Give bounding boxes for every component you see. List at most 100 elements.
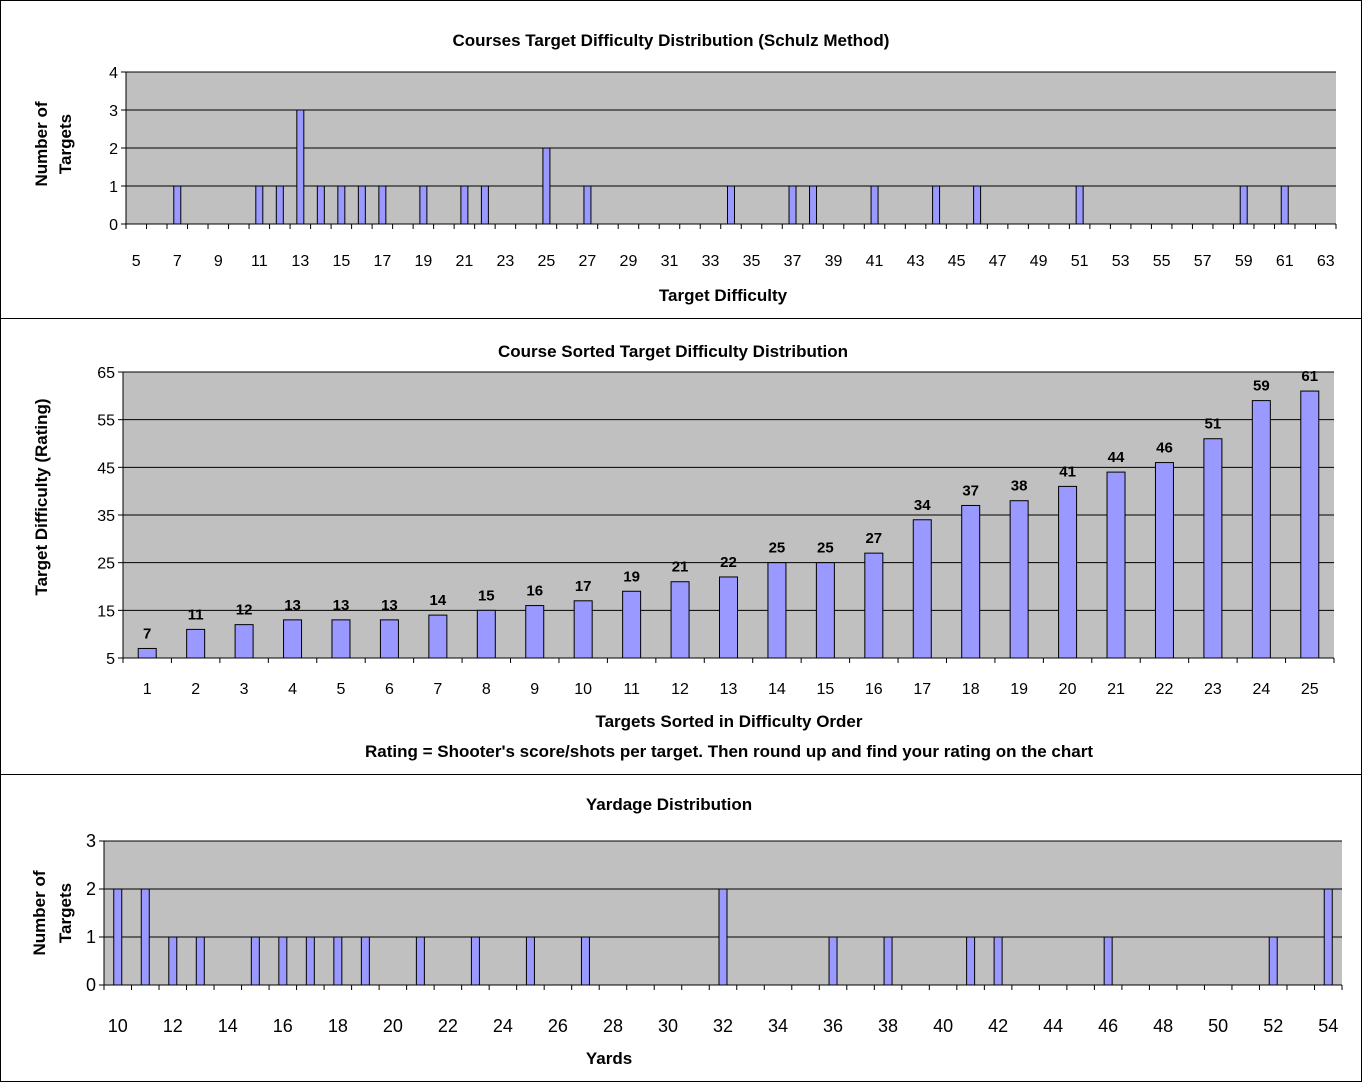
bar <box>357 185 366 225</box>
x-tick-label: 6 <box>385 681 394 698</box>
bar <box>296 109 305 225</box>
x-tick-label: 21 <box>1107 681 1125 698</box>
bar <box>278 936 288 986</box>
y-tick-label: 65 <box>97 365 115 382</box>
y-tick-label: 25 <box>97 556 115 573</box>
bar <box>727 185 735 225</box>
bar <box>883 936 893 986</box>
bar <box>173 185 182 225</box>
x-tick-label: 5 <box>132 253 141 270</box>
y-tick-label: 2 <box>86 879 96 899</box>
x-tick-label: 20 <box>383 1016 403 1036</box>
x-tick-label: 17 <box>913 681 931 698</box>
x-tick-label: 20 <box>1059 681 1077 698</box>
difficulty-distribution-chart: Courses Target Difficulty Distribution (… <box>32 31 1337 305</box>
x-tick-label: 42 <box>988 1016 1008 1036</box>
y-tick-label: 15 <box>97 603 115 620</box>
data-label: 44 <box>1108 449 1125 466</box>
chart-title: Course Sorted Target Difficulty Distribu… <box>498 342 848 361</box>
bar <box>1251 400 1271 659</box>
bar <box>912 519 932 659</box>
x-tick-label: 4 <box>288 681 297 698</box>
bar <box>275 185 284 225</box>
data-label: 27 <box>865 530 882 547</box>
x-tick-label: 29 <box>620 253 638 270</box>
bar <box>250 936 260 986</box>
x-tick-label: 11 <box>623 681 640 698</box>
data-label: 16 <box>526 583 543 600</box>
x-tick-label: 14 <box>768 681 786 698</box>
x-tick-label: 23 <box>497 253 515 270</box>
x-tick-label: 14 <box>218 1016 238 1036</box>
bar <box>932 185 941 225</box>
bar <box>1154 462 1174 659</box>
x-tick-label: 7 <box>173 253 182 270</box>
x-tick-label: 43 <box>907 253 925 270</box>
x-tick-label: 61 <box>1276 253 1294 270</box>
chart-title: Courses Target Difficulty Distribution (… <box>453 31 890 50</box>
x-tick-label: 19 <box>414 253 432 270</box>
bar <box>337 185 346 225</box>
bar <box>1280 185 1289 225</box>
x-tick-label: 13 <box>720 681 738 698</box>
data-label: 59 <box>1253 378 1270 395</box>
bar <box>195 936 205 986</box>
x-tick-label: 48 <box>1153 1016 1173 1036</box>
x-tick-label: 15 <box>332 253 350 270</box>
bar <box>788 185 797 225</box>
bar <box>415 936 425 986</box>
x-tick-label: 9 <box>214 253 223 270</box>
x-tick-label: 28 <box>603 1016 623 1036</box>
x-tick-label: 35 <box>743 253 761 270</box>
bar <box>428 614 448 659</box>
bar <box>961 504 981 659</box>
x-tick-label: 49 <box>1030 253 1048 270</box>
x-tick-label: 30 <box>658 1016 678 1036</box>
x-tick-label: 25 <box>1301 681 1319 698</box>
x-tick-label: 10 <box>574 681 592 698</box>
x-tick-label: 25 <box>538 253 556 270</box>
bar <box>815 562 835 659</box>
x-tick-label: 39 <box>825 253 843 270</box>
bar <box>525 936 535 986</box>
bar <box>809 185 818 225</box>
x-axis-title: Yards <box>586 1049 632 1068</box>
bar <box>993 936 1003 986</box>
x-tick-label: 52 <box>1263 1016 1283 1036</box>
sorted-difficulty-chart: Course Sorted Target Difficulty Distribu… <box>32 342 1335 761</box>
bar <box>316 185 325 225</box>
x-tick-label: 18 <box>962 681 980 698</box>
x-tick-label: 19 <box>1010 681 1028 698</box>
bar <box>333 936 343 986</box>
yardage-distribution-chart: Yardage Distribution Number of Targets Y… <box>30 795 1343 1068</box>
x-tick-label: 23 <box>1204 681 1222 698</box>
y-tick-label: 55 <box>97 413 115 430</box>
x-tick-label: 63 <box>1317 253 1335 270</box>
bar <box>168 936 178 986</box>
y-tick-label: 0 <box>86 975 96 995</box>
x-tick-label: 11 <box>251 253 268 270</box>
y-tick-label: 1 <box>86 927 96 947</box>
x-tick-label: 53 <box>1112 253 1130 270</box>
x-tick-label: 5 <box>337 681 346 698</box>
bar <box>476 609 496 659</box>
bar <box>419 185 428 225</box>
x-tick-label: 26 <box>548 1016 568 1036</box>
x-tick-label: 54 <box>1318 1016 1338 1036</box>
x-tick-label: 9 <box>530 681 539 698</box>
x-tick-label: 41 <box>866 253 884 270</box>
y-tick-label: 3 <box>86 831 96 851</box>
x-axis-title: Targets Sorted in Difficulty Order <box>595 712 862 731</box>
x-tick-label: 7 <box>433 681 442 698</box>
chart-panel-difficulty-distribution: Courses Target Difficulty Distribution (… <box>0 0 1362 319</box>
bar <box>580 936 590 986</box>
bar <box>1323 888 1333 986</box>
x-tick-label: 38 <box>878 1016 898 1036</box>
data-label: 51 <box>1205 416 1222 433</box>
bar <box>767 562 787 659</box>
data-label: 21 <box>672 559 689 576</box>
data-label: 41 <box>1059 463 1076 480</box>
bar <box>525 605 545 659</box>
bar <box>137 647 157 659</box>
chart-panel-sorted-difficulty: Course Sorted Target Difficulty Distribu… <box>0 318 1362 775</box>
